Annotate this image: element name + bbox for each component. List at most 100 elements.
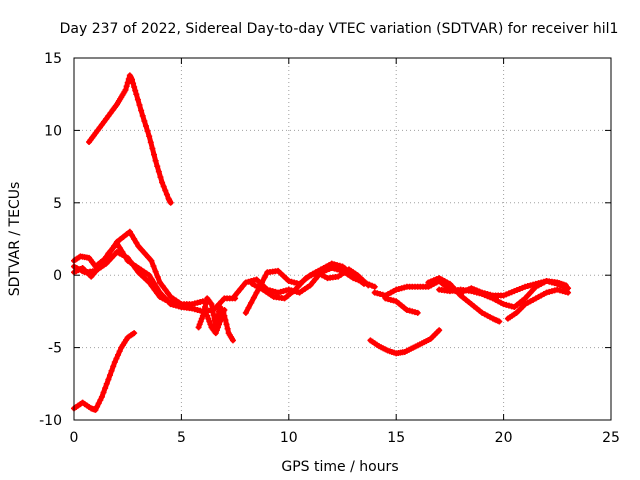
gridlines bbox=[74, 58, 611, 420]
data-point bbox=[141, 250, 148, 257]
data-point bbox=[224, 325, 231, 332]
data-point bbox=[130, 262, 137, 269]
data-point bbox=[102, 385, 109, 392]
data-point bbox=[229, 337, 236, 344]
data-point bbox=[147, 139, 154, 146]
data-point bbox=[223, 321, 230, 328]
data-point bbox=[250, 294, 257, 301]
data-point bbox=[133, 239, 140, 246]
data-point bbox=[237, 285, 244, 292]
data-point bbox=[261, 274, 268, 281]
data-point bbox=[232, 292, 239, 299]
x-tick-label: 0 bbox=[70, 430, 79, 446]
data-point bbox=[94, 403, 101, 410]
y-tick-label: 0 bbox=[53, 268, 62, 284]
data-point bbox=[131, 330, 138, 337]
data-point bbox=[108, 367, 115, 374]
data-point bbox=[131, 236, 138, 242]
data-point bbox=[240, 282, 247, 289]
data-point bbox=[210, 312, 217, 319]
data-point bbox=[97, 397, 104, 404]
data-point bbox=[160, 183, 167, 190]
data-point bbox=[365, 282, 372, 289]
data-point bbox=[162, 286, 169, 293]
data-point bbox=[217, 318, 224, 325]
data-point bbox=[242, 309, 249, 316]
data-point bbox=[248, 299, 255, 306]
x-tick-label: 15 bbox=[387, 430, 405, 446]
data-point bbox=[154, 290, 161, 297]
data-point bbox=[116, 244, 123, 251]
data-series bbox=[71, 72, 572, 413]
x-tick-label: 25 bbox=[602, 430, 620, 446]
data-point bbox=[152, 157, 159, 164]
x-tick-label: 20 bbox=[495, 430, 513, 446]
data-point bbox=[105, 376, 112, 383]
data-point bbox=[159, 179, 166, 186]
data-point bbox=[131, 83, 138, 90]
x-axis-label: GPS time / hours bbox=[281, 459, 398, 475]
y-tick-label: 15 bbox=[44, 51, 62, 67]
y-axis-label: SDTVAR / TECUs bbox=[7, 182, 23, 297]
data-point bbox=[123, 83, 130, 90]
data-point bbox=[146, 272, 153, 279]
data-point bbox=[156, 279, 163, 286]
data-point bbox=[128, 76, 135, 83]
data-point bbox=[195, 324, 202, 331]
data-point bbox=[117, 236, 124, 243]
data-point bbox=[148, 283, 155, 290]
data-point bbox=[124, 254, 131, 261]
data-point bbox=[136, 102, 143, 109]
data-point bbox=[496, 318, 503, 325]
data-point bbox=[222, 317, 229, 324]
data-point bbox=[208, 301, 215, 308]
data-point bbox=[138, 107, 145, 114]
data-point bbox=[414, 309, 421, 316]
data-point bbox=[206, 318, 213, 325]
x-tick-label: 10 bbox=[280, 430, 298, 446]
data-point bbox=[371, 283, 378, 290]
data-point bbox=[145, 254, 152, 261]
data-point bbox=[95, 400, 102, 407]
data-point bbox=[146, 133, 153, 140]
y-tick-label: -5 bbox=[48, 341, 62, 357]
data-point bbox=[178, 304, 185, 311]
data-point bbox=[135, 243, 142, 250]
data-point bbox=[113, 240, 120, 247]
data-point bbox=[149, 145, 156, 152]
data-point bbox=[146, 279, 153, 286]
data-point bbox=[312, 275, 319, 282]
data-point bbox=[120, 233, 127, 240]
data-point bbox=[309, 279, 316, 286]
data-point bbox=[234, 289, 241, 296]
data-point bbox=[116, 348, 123, 355]
data-point bbox=[218, 315, 225, 322]
data-point bbox=[138, 246, 145, 253]
data-point bbox=[253, 289, 260, 296]
data-point bbox=[202, 304, 209, 311]
data-point bbox=[132, 265, 139, 272]
data-point bbox=[163, 191, 170, 198]
y-tick-label: 10 bbox=[44, 123, 62, 139]
data-point bbox=[221, 306, 228, 313]
data-point bbox=[307, 282, 314, 289]
data-point bbox=[132, 87, 139, 94]
y-tick-label: 5 bbox=[53, 196, 62, 212]
data-point bbox=[130, 80, 137, 87]
data-point bbox=[92, 406, 99, 413]
x-tick-label: 5 bbox=[177, 430, 186, 446]
data-point bbox=[113, 355, 120, 362]
axis-ticks: 0 5 10 15 20 25 -10 -5 0 5 10 15 bbox=[39, 51, 620, 446]
data-point bbox=[141, 117, 148, 124]
data-point bbox=[144, 128, 151, 135]
data-point bbox=[103, 380, 110, 387]
data-point bbox=[122, 86, 129, 93]
data-point bbox=[159, 283, 166, 290]
data-point bbox=[127, 258, 134, 265]
data-point bbox=[209, 306, 216, 313]
chart-title: Day 237 of 2022, Sidereal Day-to-day VTE… bbox=[60, 21, 619, 37]
data-point bbox=[139, 112, 146, 119]
data-point bbox=[154, 274, 161, 281]
data-point bbox=[103, 253, 110, 260]
